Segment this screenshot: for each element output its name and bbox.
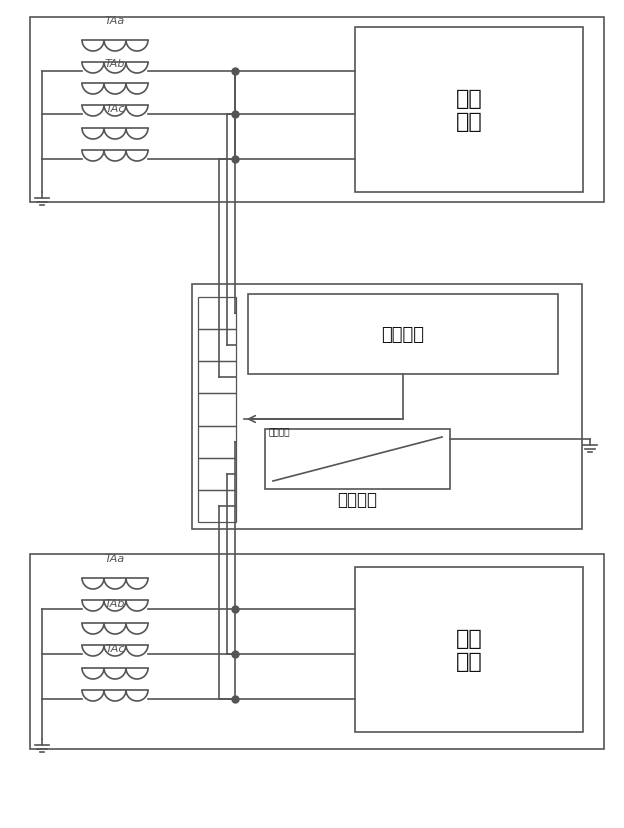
Text: 智能监控: 智能监控	[381, 325, 424, 344]
Bar	[355, 28, 583, 193]
Text: TAc: TAc	[105, 104, 125, 114]
Text: 测量
单元: 测量 单元	[456, 89, 482, 132]
Bar	[30, 18, 604, 203]
Text: TAc: TAc	[105, 643, 125, 653]
Text: TAa: TAa	[105, 553, 125, 563]
Text: TAb: TAb	[105, 59, 125, 69]
Bar	[265, 430, 450, 489]
Bar	[198, 458, 236, 490]
Text: 压敏电阻: 压敏电阻	[338, 490, 378, 508]
Text: 智能选择: 智能选择	[269, 427, 291, 436]
Bar	[198, 426, 236, 458]
Bar	[198, 362, 236, 394]
Bar	[192, 285, 582, 529]
Bar	[198, 330, 236, 362]
Bar	[198, 297, 236, 330]
Bar	[30, 554, 604, 749]
Bar	[248, 295, 558, 374]
Bar	[355, 567, 583, 732]
Bar	[198, 394, 236, 426]
Text: TAb: TAb	[105, 599, 125, 609]
Text: 保护
单元: 保护 单元	[456, 628, 482, 672]
Text: TAa: TAa	[105, 16, 125, 26]
Bar	[198, 490, 236, 522]
